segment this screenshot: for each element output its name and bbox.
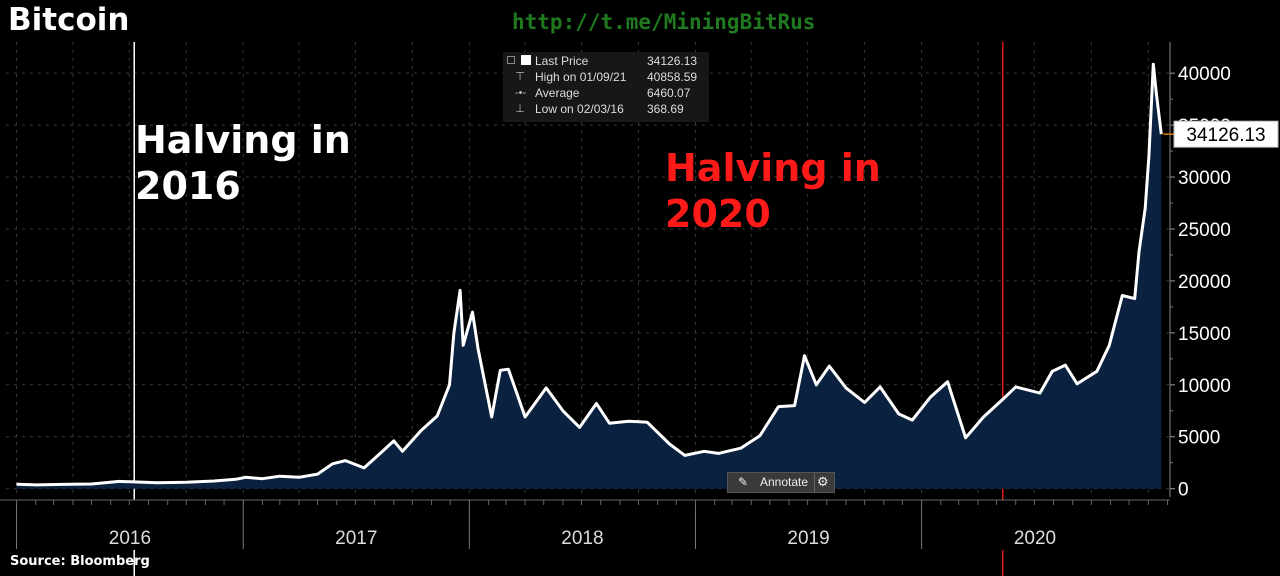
halving-2020-annotation: Halving in 2020 [665, 145, 965, 237]
legend-row-low[interactable]: ⊥ Low on 02/03/16 368.69 [509, 102, 705, 118]
last-price-tag [1173, 120, 1279, 148]
source-note: Source: Bloomberg [10, 554, 150, 569]
price-series [16, 62, 1163, 489]
average-marker-icon: -•- [515, 87, 527, 99]
y-tick-label: 15000 [1178, 324, 1231, 345]
legend-value: 34126.13 [647, 54, 698, 68]
y-tick-label: 25000 [1178, 220, 1231, 241]
high-marker-icon: ⊤ [515, 71, 525, 83]
legend-value: 368.69 [647, 102, 684, 116]
x-tick-label: 2016 [109, 528, 151, 549]
halving-2020-line2: 2020 [665, 192, 771, 236]
halving-2016-annotation: Halving in 2016 [135, 117, 435, 209]
x-tick-label: 2018 [561, 528, 603, 549]
halving-2020-line1: Halving in [665, 146, 881, 190]
gear-icon[interactable]: ⚙ [817, 474, 829, 489]
collapse-box-icon[interactable] [507, 56, 515, 64]
button-divider [814, 473, 815, 492]
legend-label: Average [535, 86, 580, 100]
y-tick-label: 40000 [1178, 64, 1231, 85]
legend-value: 6460.07 [647, 86, 691, 100]
y-tick-label: 10000 [1178, 376, 1231, 397]
halving-2016-line1: Halving in [135, 118, 351, 162]
y-tick-label: 30000 [1178, 168, 1231, 189]
price-area [16, 64, 1162, 489]
annotate-label: Annotate [760, 475, 809, 489]
pencil-icon: ✎ [738, 475, 749, 489]
legend-label: High on 01/09/21 [535, 70, 627, 84]
price-line [16, 62, 1163, 487]
axes: 0500010000150002000025000300003500040000… [0, 42, 1279, 550]
legend-label: Low on 02/03/16 [535, 102, 624, 116]
legend-label: Last Price [535, 54, 589, 68]
watermark-link[interactable]: http://t.me/MiningBitRus [512, 10, 816, 34]
x-tick-label: 2017 [335, 528, 377, 549]
low-marker-icon: ⊥ [515, 103, 525, 115]
x-tick-label: 2019 [787, 528, 829, 549]
legend-row-high[interactable]: ⊤ High on 01/09/21 40858.59 [509, 70, 705, 86]
price-legend: Last Price 34126.13 ⊤ High on 01/09/21 4… [503, 52, 709, 122]
legend-value: 40858.59 [647, 70, 698, 84]
halving-2016-line2: 2016 [135, 164, 241, 208]
legend-row-last-price[interactable]: Last Price 34126.13 [507, 54, 705, 70]
y-tick-label: 0 [1178, 480, 1189, 501]
x-tick-label: 2020 [1014, 528, 1056, 549]
last-price-label: 34126.13 [1186, 125, 1265, 146]
y-tick-label: 20000 [1178, 272, 1231, 293]
legend-row-average[interactable]: -•- Average 6460.07 [509, 86, 705, 102]
series-swatch-icon [521, 55, 531, 65]
annotate-button[interactable]: ✎ Annotate ⚙ [727, 472, 835, 493]
y-tick-label: 5000 [1178, 428, 1220, 449]
chart-title: Bitcoin [8, 2, 130, 38]
x-axis-band [0, 500, 1170, 550]
